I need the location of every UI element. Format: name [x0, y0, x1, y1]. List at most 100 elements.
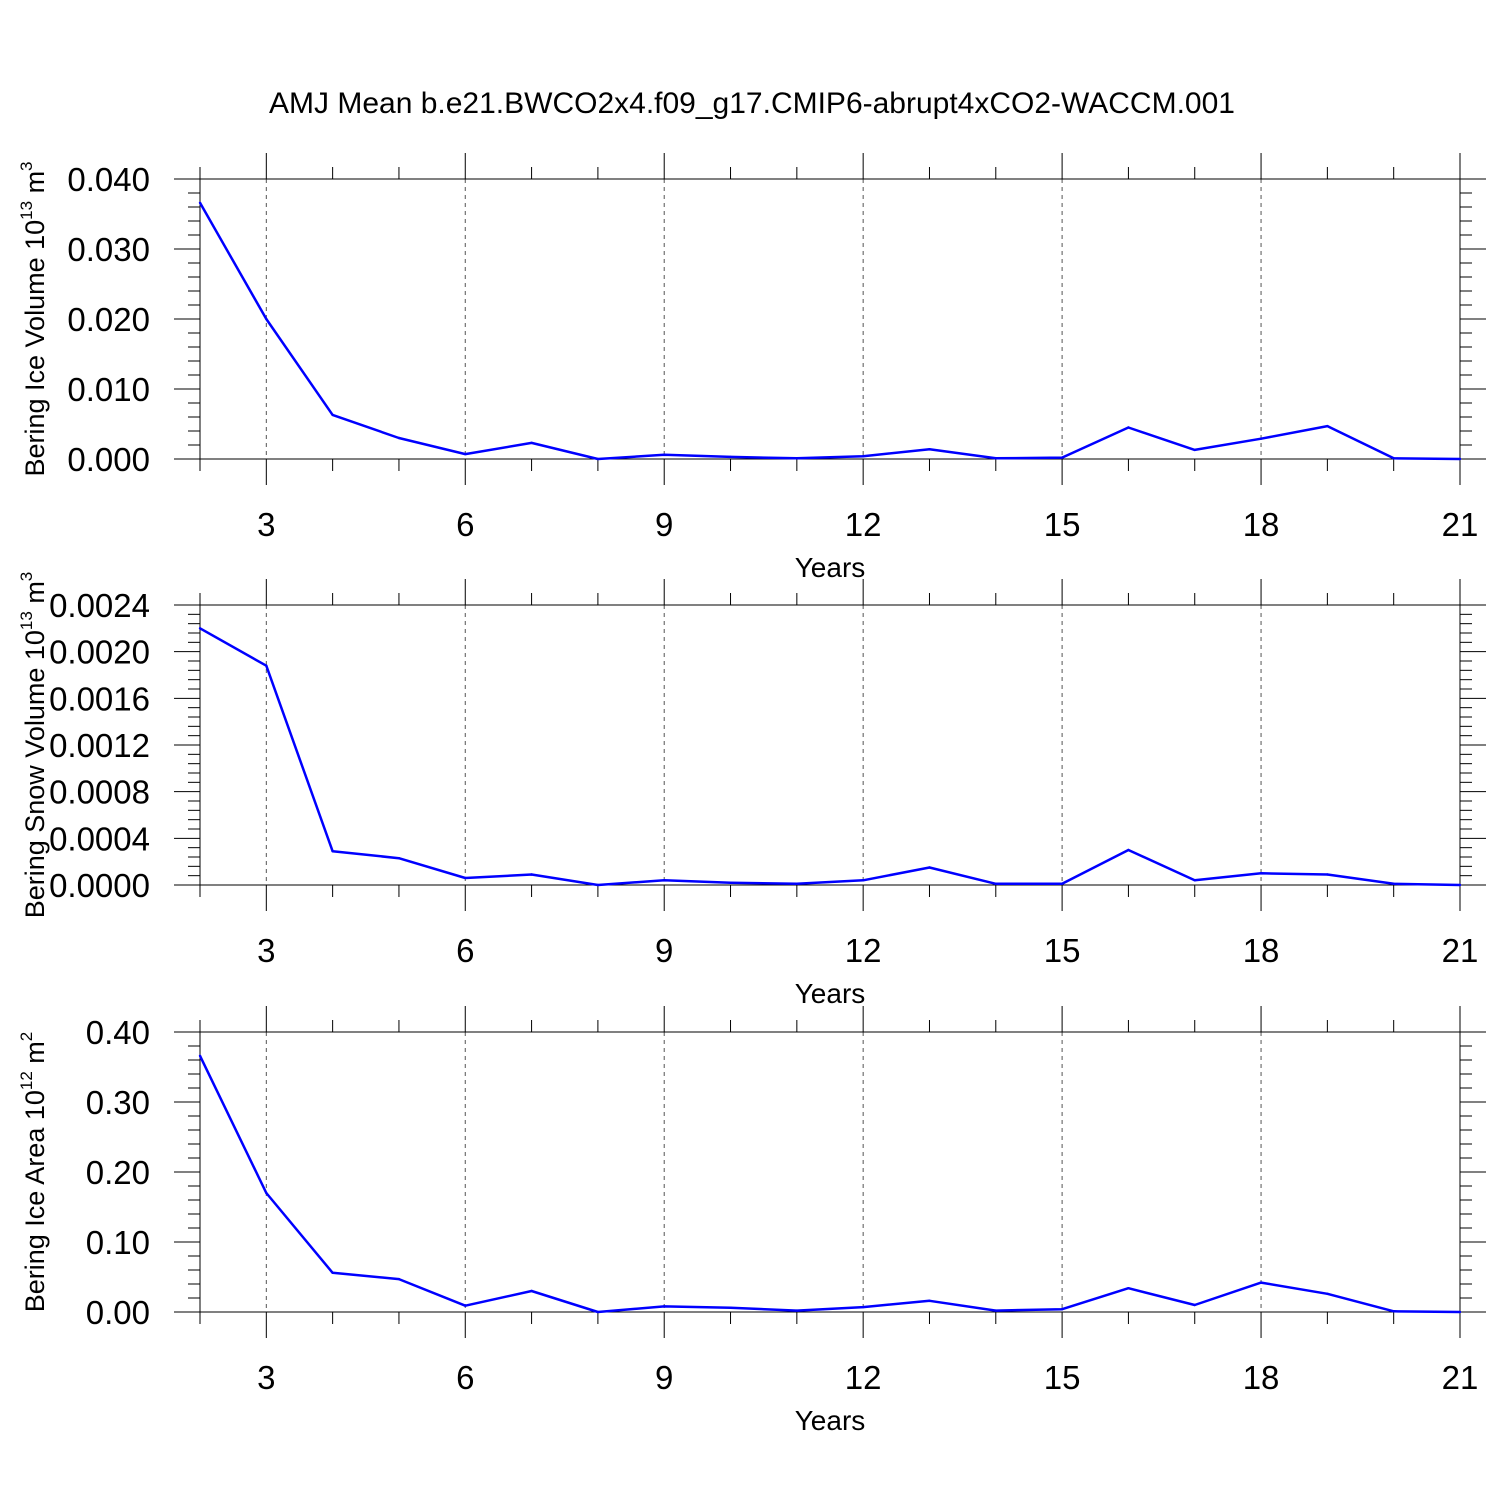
- data-point: [331, 849, 334, 853]
- y-axis-title-superscript: 13: [17, 201, 36, 220]
- y-axis-title: Bering Snow Volume 1013 m3: [17, 572, 50, 919]
- x-tick-label: 3: [257, 932, 275, 969]
- data-point: [464, 452, 467, 456]
- data-point: [530, 1289, 533, 1293]
- x-axis-title: Years: [795, 552, 866, 583]
- data-point: [1458, 883, 1462, 887]
- y-axis-title-text: Bering Ice Area 10: [20, 1090, 50, 1312]
- data-point: [1259, 872, 1263, 875]
- data-point: [861, 455, 865, 458]
- data-point: [994, 1309, 997, 1312]
- data-point: [994, 457, 997, 460]
- data-point: [1060, 1308, 1064, 1311]
- y-tick-label: 0.30: [86, 1084, 150, 1121]
- data-point: [596, 883, 600, 887]
- data-point: [397, 856, 401, 860]
- data-point: [1127, 848, 1130, 852]
- data-point: [1193, 448, 1196, 452]
- data-point: [1193, 879, 1196, 882]
- y-tick-label: 0.0008: [49, 774, 150, 811]
- x-tick-label: 12: [845, 1359, 882, 1396]
- data-point: [795, 457, 799, 460]
- data-point: [1392, 1310, 1395, 1313]
- data-point: [1259, 1281, 1263, 1284]
- x-tick-label: 9: [655, 1359, 673, 1396]
- y-tick-label: 0.040: [67, 161, 150, 198]
- x-tick-label: 18: [1243, 1359, 1280, 1396]
- x-tick-label: 15: [1044, 506, 1081, 543]
- data-point: [1060, 456, 1064, 459]
- x-tick-label: 21: [1442, 932, 1479, 969]
- y-tick-label: 0.010: [67, 371, 150, 408]
- data-point: [464, 1304, 467, 1307]
- y-axis-title-superscript: 12: [17, 1071, 36, 1090]
- x-tick-label: 15: [1044, 1359, 1081, 1396]
- y-tick-label: 0.0004: [49, 820, 150, 857]
- data-point: [596, 457, 600, 461]
- data-point: [265, 664, 268, 667]
- data-point: [1259, 437, 1263, 440]
- data-point: [198, 627, 202, 630]
- y-tick-label: 0.00: [86, 1294, 150, 1331]
- x-tick-label: 18: [1243, 506, 1280, 543]
- series-line: [198, 202, 1461, 461]
- data-point: [596, 1310, 600, 1314]
- y-tick-label: 0.0020: [49, 634, 150, 671]
- plot-frame: [199, 604, 1461, 886]
- y-axis-title-text: m: [20, 171, 50, 201]
- y-tick-label: 0.20: [86, 1154, 150, 1191]
- x-tick-label: 12: [845, 506, 882, 543]
- y-axis-title-superscript: 3: [17, 161, 36, 170]
- panel-ice-volume: 0.000 0.010 0.020 0.030 0.040 3 6 9 12 15 18 21 Year…: [17, 153, 1486, 583]
- data-point: [1127, 1287, 1130, 1290]
- x-tick-label: 21: [1442, 506, 1479, 543]
- y-axis-title-superscript: 3: [17, 572, 36, 581]
- data-point: [663, 1305, 666, 1308]
- data-point: [1326, 424, 1329, 428]
- data-point: [663, 453, 666, 456]
- series-line: [199, 627, 1461, 887]
- data-point: [729, 455, 732, 459]
- data-point: [198, 201, 202, 204]
- data-point: [530, 441, 533, 445]
- series-line: [198, 1055, 1461, 1314]
- data-point: [331, 1271, 334, 1275]
- y-tick-label: 0.0012: [49, 727, 150, 764]
- x-tick-label: 6: [456, 506, 474, 543]
- data-point: [928, 866, 931, 869]
- x-axis-title: Years: [795, 1405, 866, 1436]
- data-point: [928, 1299, 931, 1303]
- x-tick-label: 6: [456, 1359, 474, 1396]
- data-point: [1060, 882, 1064, 886]
- x-tick-label: 18: [1243, 932, 1280, 969]
- y-axis-title-superscript: 13: [17, 611, 36, 630]
- data-point: [1326, 1292, 1329, 1296]
- panel-snow-volume: 0.0000 0.0004 0.0008 0.0012 0.0016 0.0020 0.00…: [17, 572, 1486, 1009]
- y-tick-label: 0.020: [67, 301, 150, 338]
- x-tick-label: 9: [655, 932, 673, 969]
- data-point: [1392, 457, 1395, 460]
- x-tick-label: 6: [456, 932, 474, 969]
- data-point: [729, 881, 732, 884]
- y-axis-title-text: m: [20, 581, 50, 611]
- data-point: [1458, 457, 1462, 461]
- plot-frame: [199, 178, 1461, 460]
- x-tick-label: 3: [257, 1359, 275, 1396]
- x-tick-label: 3: [257, 506, 275, 543]
- y-tick-label: 0.000: [67, 441, 150, 478]
- y-axis-title-text: Bering Snow Volume 10: [20, 630, 50, 918]
- y-tick-label: 0.030: [67, 231, 150, 268]
- data-point: [861, 879, 865, 882]
- data-point: [928, 448, 931, 451]
- data-point: [1127, 426, 1130, 429]
- data-point: [265, 317, 268, 321]
- x-tick-label: 9: [655, 506, 673, 543]
- x-tick-label: 21: [1442, 1359, 1479, 1396]
- panel-ice-area: 0.00 0.10 0.20 0.30 0.40 3 6 9 12 15 18 21 Years Beri…: [17, 1006, 1486, 1436]
- data-point: [1458, 1310, 1462, 1314]
- data-point: [397, 436, 401, 440]
- y-tick-label: 0.0000: [49, 867, 150, 904]
- data-point: [795, 1309, 799, 1312]
- data-point: [530, 873, 533, 876]
